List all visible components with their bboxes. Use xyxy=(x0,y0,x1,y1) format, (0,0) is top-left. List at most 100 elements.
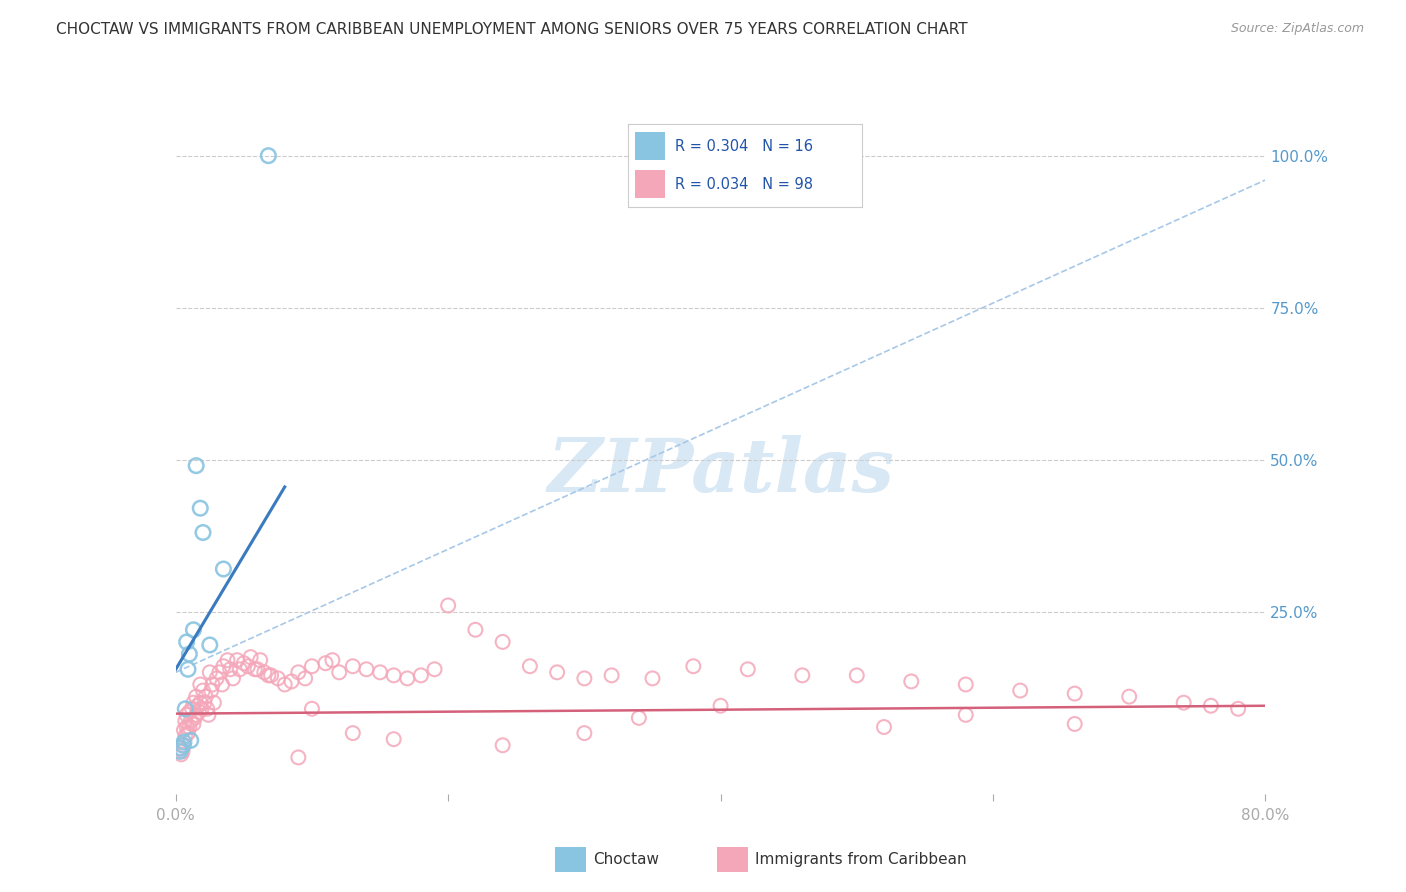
Point xyxy=(200,683,222,698)
Point xyxy=(172,744,194,758)
Point xyxy=(409,668,432,682)
Point xyxy=(170,741,193,756)
Point xyxy=(187,705,209,719)
Point xyxy=(188,696,211,710)
Point xyxy=(1118,690,1140,704)
Point xyxy=(169,744,191,758)
Text: ZIPatlas: ZIPatlas xyxy=(547,434,894,508)
Point xyxy=(239,650,262,665)
Point xyxy=(212,562,235,576)
Point xyxy=(641,672,664,686)
Text: Choctaw: Choctaw xyxy=(593,853,659,867)
Point xyxy=(574,672,596,686)
Point xyxy=(301,659,323,673)
Point xyxy=(174,729,197,743)
Point xyxy=(315,656,337,670)
Point xyxy=(464,623,486,637)
Point xyxy=(955,677,977,691)
Point xyxy=(574,726,596,740)
Point xyxy=(246,662,269,676)
Point xyxy=(600,668,623,682)
Point xyxy=(191,683,214,698)
Point xyxy=(198,665,221,680)
Point xyxy=(195,702,218,716)
Point xyxy=(219,662,242,676)
Point xyxy=(211,677,233,691)
Point xyxy=(190,702,212,716)
Point xyxy=(955,707,977,722)
Point xyxy=(328,665,350,680)
Point xyxy=(257,149,280,163)
Point xyxy=(1173,696,1195,710)
Point xyxy=(208,665,231,680)
Text: Source: ZipAtlas.com: Source: ZipAtlas.com xyxy=(1230,22,1364,36)
Point xyxy=(229,662,252,676)
Point xyxy=(627,711,650,725)
Point xyxy=(186,458,208,473)
Point xyxy=(280,674,302,689)
Point xyxy=(232,656,254,670)
Point xyxy=(191,525,214,540)
Point xyxy=(205,672,228,686)
Point xyxy=(197,707,219,722)
Point xyxy=(382,732,405,747)
Point xyxy=(183,717,205,731)
Point xyxy=(1199,698,1222,713)
Point xyxy=(217,653,239,667)
Point xyxy=(873,720,896,734)
Point xyxy=(257,668,280,682)
Point xyxy=(236,659,259,673)
Point xyxy=(423,662,446,676)
Point xyxy=(342,659,364,673)
Point xyxy=(177,726,200,740)
Point xyxy=(710,698,733,713)
Point xyxy=(183,696,205,710)
Point xyxy=(356,662,378,676)
Point xyxy=(186,690,208,704)
Point xyxy=(437,599,460,613)
Point xyxy=(180,714,202,728)
Point xyxy=(212,659,235,673)
Point xyxy=(186,707,208,722)
Point xyxy=(1010,683,1032,698)
Point xyxy=(176,720,198,734)
Point xyxy=(368,665,391,680)
Point xyxy=(274,677,297,691)
Point xyxy=(188,501,211,516)
Point xyxy=(169,741,191,756)
Point xyxy=(202,696,225,710)
Point xyxy=(900,674,922,689)
Point xyxy=(260,668,283,682)
Point xyxy=(188,677,211,691)
Point xyxy=(222,672,245,686)
Point xyxy=(179,647,201,661)
Point xyxy=(179,720,201,734)
Point xyxy=(226,653,249,667)
Point xyxy=(682,659,704,673)
Point xyxy=(184,711,207,725)
Point xyxy=(342,726,364,740)
Point xyxy=(177,662,200,676)
Point xyxy=(174,714,197,728)
Point xyxy=(243,662,266,676)
Point xyxy=(176,635,198,649)
Point xyxy=(183,623,205,637)
Point xyxy=(294,672,316,686)
Point xyxy=(181,702,204,716)
Point xyxy=(845,668,868,682)
Point xyxy=(253,665,276,680)
Point xyxy=(170,747,193,762)
Point xyxy=(176,707,198,722)
Point xyxy=(396,672,419,686)
Point xyxy=(193,696,215,710)
Point xyxy=(201,677,224,691)
Point xyxy=(519,659,541,673)
Point xyxy=(492,738,515,752)
Point xyxy=(287,665,309,680)
Point xyxy=(267,672,290,686)
Point xyxy=(546,665,568,680)
Point xyxy=(173,735,195,749)
Point xyxy=(198,638,221,652)
Point xyxy=(301,702,323,716)
Point xyxy=(1227,702,1250,716)
